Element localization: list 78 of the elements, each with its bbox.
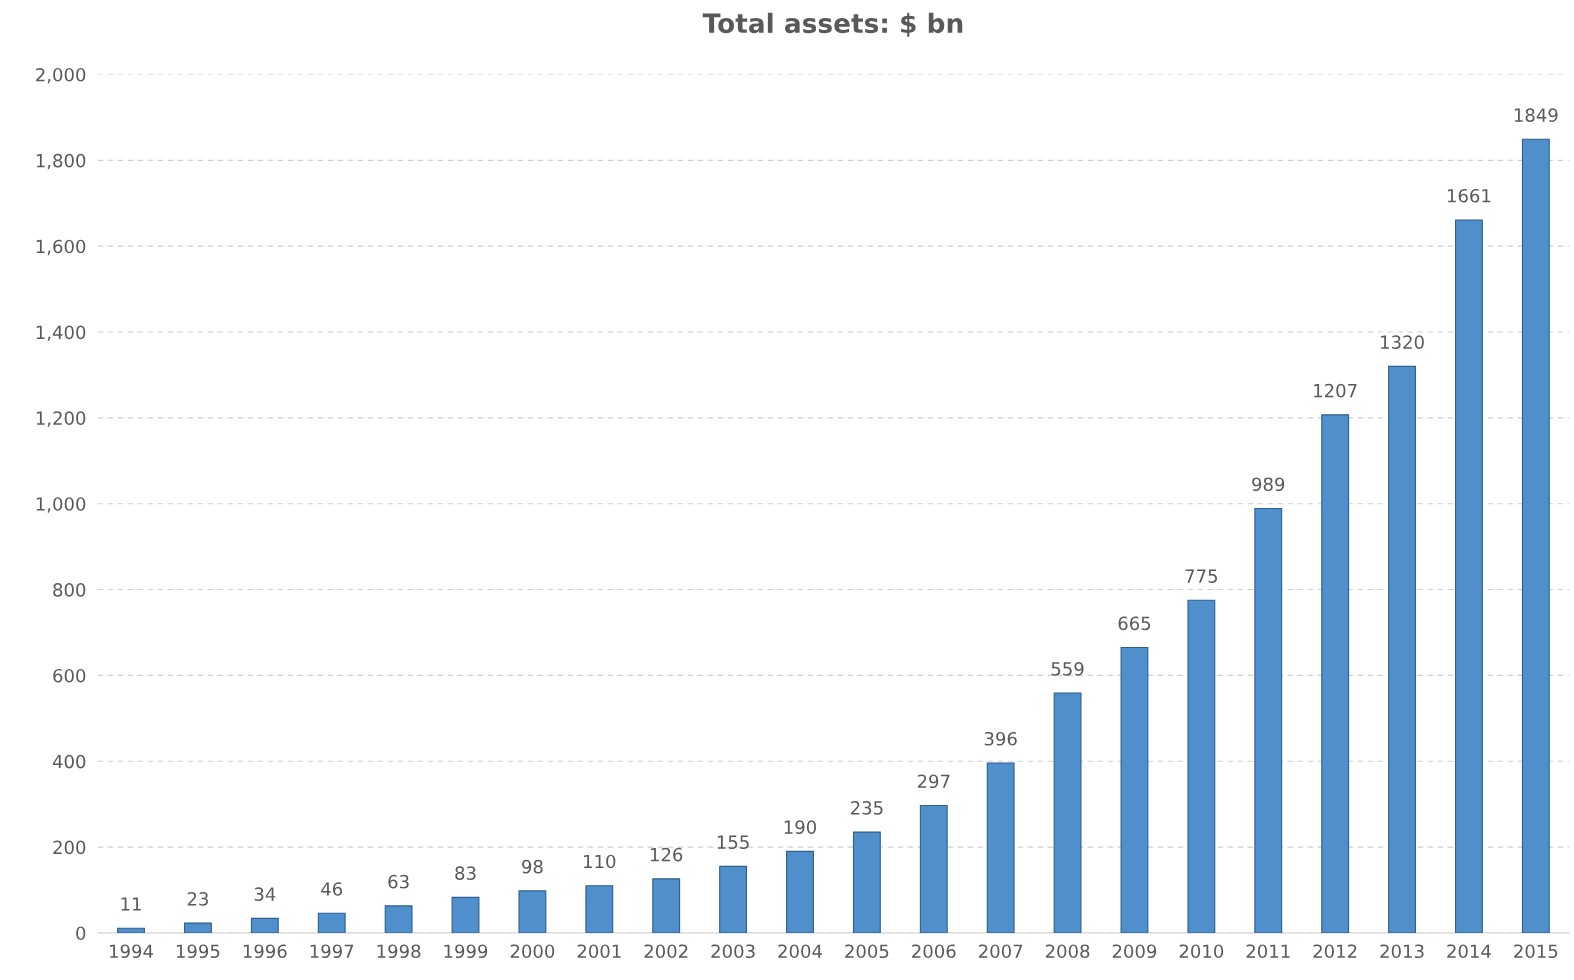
x-tick-label: 2015 (1514, 944, 1558, 959)
x-tick-label: 1994 (110, 944, 153, 959)
data-label: 1207 (1314, 383, 1357, 398)
bar (986, 762, 1015, 933)
bar (1053, 692, 1082, 933)
y-tick-label: 1,800 (36, 153, 86, 170)
data-label: 98 (522, 859, 543, 874)
data-label: 297 (917, 774, 950, 789)
bar (1187, 599, 1216, 933)
x-tick-label: 2013 (1380, 944, 1424, 959)
y-tick-label: 2,000 (36, 67, 86, 84)
data-label: 559 (1051, 661, 1084, 676)
data-label: 235 (850, 801, 883, 815)
x-tick-label: 2001 (577, 944, 621, 959)
chart-title: Total assets: $ bn (702, 12, 963, 37)
bar (719, 865, 748, 933)
data-label: 396 (984, 731, 1017, 746)
data-label: 34 (254, 887, 276, 901)
x-tick-label: 2000 (510, 944, 555, 959)
bar (919, 804, 948, 933)
x-tick-label: 1999 (444, 944, 488, 959)
x-tick-label: 1998 (377, 944, 421, 959)
bar (1321, 414, 1350, 933)
data-label: 23 (187, 892, 208, 906)
bar (1254, 507, 1283, 933)
bar (117, 927, 145, 933)
y-tick-label: 0 (76, 926, 86, 941)
bar (1455, 219, 1483, 933)
y-tick-label: 600 (53, 668, 86, 683)
x-tick-label: 2011 (1246, 944, 1290, 959)
y-tick-label: 1,400 (36, 325, 86, 341)
bar (1388, 365, 1416, 933)
y-tick-label: 1,200 (36, 411, 86, 427)
data-label: 63 (388, 874, 409, 889)
data-label: 190 (784, 820, 817, 835)
x-tick-label: 1996 (243, 944, 287, 959)
data-label: 1661 (1447, 188, 1491, 203)
x-tick-label: 2006 (912, 944, 956, 959)
bar (786, 850, 814, 933)
data-label: 1320 (1381, 335, 1424, 349)
bar (1120, 646, 1149, 933)
y-tick-label: 200 (53, 840, 86, 855)
x-tick-label: 1997 (310, 944, 354, 959)
data-label: 83 (455, 866, 476, 880)
bar (451, 896, 480, 933)
x-tick-label: 2004 (778, 944, 822, 959)
x-tick-label: 2002 (644, 944, 688, 959)
x-tick-label: 2003 (711, 944, 755, 959)
x-tick-label: 2012 (1313, 944, 1357, 959)
data-label: 110 (584, 854, 616, 869)
x-tick-label: 2009 (1112, 944, 1157, 959)
y-tick-label: 1,600 (36, 239, 86, 256)
data-label: 665 (1118, 616, 1151, 631)
bar (317, 912, 346, 933)
bar (384, 905, 413, 933)
x-tick-label: 2008 (1045, 944, 1090, 959)
data-label: 46 (321, 882, 343, 896)
data-label: 1849 (1514, 108, 1558, 122)
x-tick-label: 2005 (845, 944, 889, 959)
bar (1521, 138, 1550, 933)
data-label: 155 (717, 835, 749, 850)
x-tick-label: 2014 (1447, 944, 1491, 959)
bar (652, 878, 681, 933)
y-tick-label: 400 (52, 754, 86, 769)
y-tick-label: 1,000 (36, 497, 86, 513)
data-label: 775 (1185, 569, 1218, 583)
data-label: 989 (1252, 477, 1285, 492)
data-label: 11 (121, 897, 141, 911)
x-tick-label: 2007 (979, 944, 1023, 959)
bar (585, 885, 614, 933)
bar (852, 831, 881, 933)
bar (183, 922, 212, 933)
y-tick-label: 800 (53, 583, 86, 597)
x-tick-label: 1995 (176, 944, 220, 959)
bar (250, 917, 279, 933)
x-tick-label: 2010 (1179, 944, 1224, 959)
data-label: 126 (650, 847, 683, 862)
bar (518, 890, 547, 933)
